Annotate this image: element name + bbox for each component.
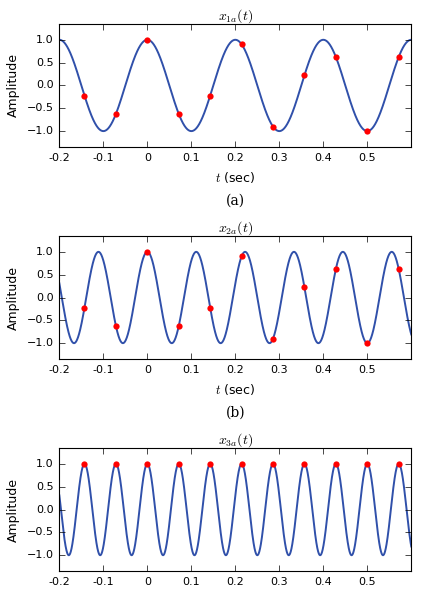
Title: $x_{1a}(t)$: $x_{1a}(t)$ bbox=[218, 7, 253, 25]
Text: (b): (b) bbox=[226, 406, 245, 420]
Title: $x_{2a}(t)$: $x_{2a}(t)$ bbox=[218, 220, 253, 237]
Y-axis label: Amplitude: Amplitude bbox=[7, 54, 20, 117]
X-axis label: $t$ (sec): $t$ (sec) bbox=[215, 170, 255, 184]
Y-axis label: Amplitude: Amplitude bbox=[7, 478, 20, 541]
X-axis label: $t$ (sec): $t$ (sec) bbox=[215, 594, 255, 595]
X-axis label: $t$ (sec): $t$ (sec) bbox=[215, 381, 255, 397]
Title: $x_{3a}(t)$: $x_{3a}(t)$ bbox=[218, 431, 253, 449]
Text: (a): (a) bbox=[226, 194, 245, 208]
Y-axis label: Amplitude: Amplitude bbox=[7, 265, 20, 330]
